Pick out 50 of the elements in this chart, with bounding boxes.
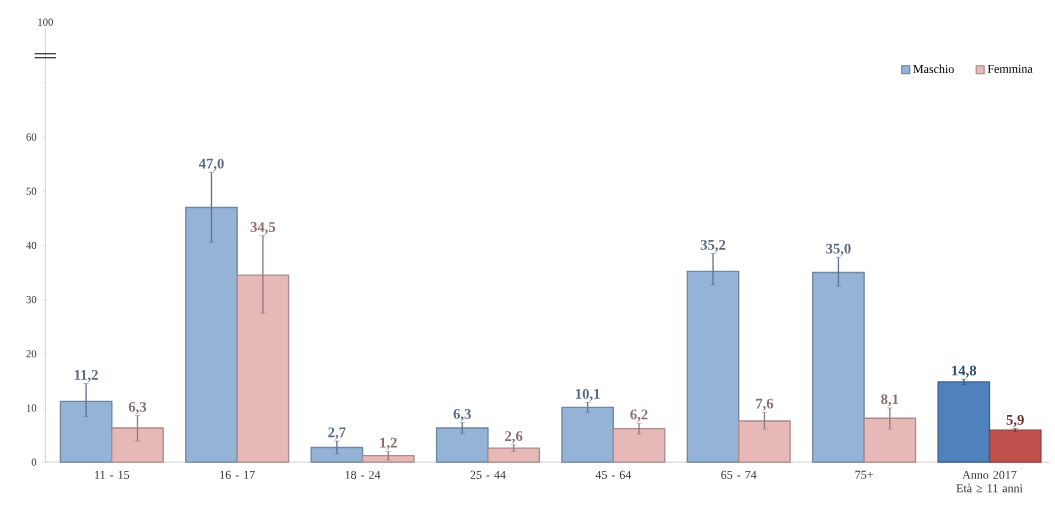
x-tick-label: 16 - 17 [220,470,255,479]
legend-label: Maschio [913,64,954,73]
y-tick-label: 20 [26,350,37,358]
data-label: 14,8 [952,365,977,378]
bar [561,406,615,463]
bar [812,271,865,463]
bar [937,381,991,463]
data-label: 35,2 [700,239,726,252]
y-tick-label: 0 [31,458,37,466]
text: 100 [38,18,53,26]
data-label: 2,7 [328,427,346,440]
bar [738,420,791,463]
data-label: 1,2 [380,437,397,450]
x-tick-label: 18 - 24 [345,470,381,479]
data-label: 2,6 [505,431,523,444]
y-tick-label: 60 [26,133,37,141]
data-label: 11,2 [74,369,98,382]
x-tick-label: 75+ [855,470,873,479]
y-tick-label: 40 [26,241,37,249]
x-tick-label: 65 - 74 [721,470,757,479]
data-label: 34,5 [250,221,276,234]
bar [185,206,238,463]
bar [435,427,489,463]
data-label: 6,3 [128,401,147,414]
x-tick-label: Anno 2017 Età ≥ 11 anni [956,470,1023,493]
bar [59,400,113,463]
x-tick-label: 45 - 64 [595,470,632,479]
legend-label: Femmina [987,64,1033,73]
data-label: 5,9 [1006,414,1024,427]
bar [236,274,290,463]
data-label: 8,1 [881,394,899,407]
x-tick-label: 11 - 15 [95,470,130,479]
data-label: 47,0 [198,158,224,171]
bar [487,447,541,463]
bar [863,417,917,463]
y-tick-label: 10 [26,404,37,412]
y-tick-label: 50 [26,187,37,195]
bar [686,270,740,463]
x-tick-label: 25 - 44 [470,470,506,479]
data-label: 6,3 [453,408,471,421]
y-tick-label: 30 [26,295,37,304]
bar [361,454,415,463]
data-label: 7,6 [756,398,774,411]
bar [310,446,364,463]
data-label: 35,0 [826,243,851,256]
bar [612,427,666,463]
bar [988,429,1042,463]
bar [111,427,164,463]
data-label: 6,2 [630,409,648,422]
data-label: 10,1 [575,388,600,401]
